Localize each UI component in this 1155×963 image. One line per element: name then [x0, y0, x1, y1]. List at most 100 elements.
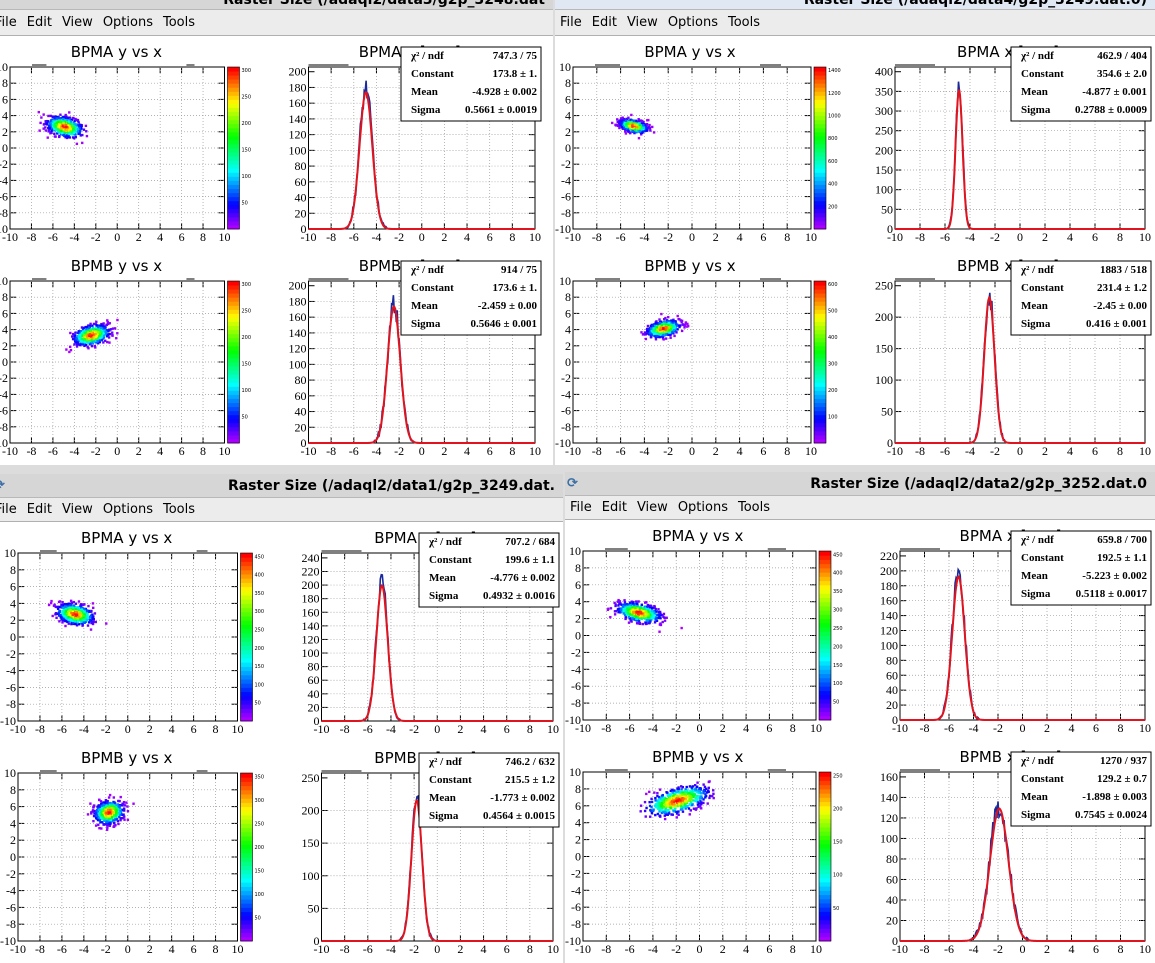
- scatter-point: [653, 621, 657, 624]
- scatter-point: [70, 606, 73, 609]
- menu-file[interactable]: File: [560, 15, 582, 30]
- scatter-point: [80, 620, 83, 623]
- menu-edit[interactable]: Edit: [26, 502, 52, 517]
- scatter-point: [50, 129, 53, 132]
- scatter-point: [626, 122, 629, 125]
- menu-file[interactable]: File: [0, 502, 17, 517]
- scatter-pad[interactable]: BPMB y vs x -10 -8 -6 -4 -2 0 2 4 6 8 10 -10 -8 -6 -4 -2…: [555, 257, 838, 458]
- fit-stats-box[interactable]: χ² / ndf 747.3 / 75 Constant 173.8 ± 1. Mean…: [400, 46, 542, 122]
- color-palette[interactable]: 200 400 600 800 1000 1200 1400: [813, 66, 841, 230]
- menu-bar: File Edit View Options Tools: [0, 498, 563, 522]
- menu-options[interactable]: Options: [667, 15, 718, 30]
- color-palette[interactable]: 50 100 150 200 250 300 350: [240, 772, 265, 942]
- scatter-point: [113, 327, 117, 330]
- menu-options[interactable]: Options: [102, 15, 153, 30]
- stats-label: Mean: [429, 572, 456, 584]
- palette-step: [227, 156, 240, 161]
- palette-step: [240, 683, 253, 688]
- color-palette[interactable]: 50 100 150 200 250 300 350 400 450: [240, 552, 265, 722]
- menu-file[interactable]: File: [0, 15, 17, 30]
- pad-title: BPMB y vs x: [71, 257, 162, 275]
- histogram-pad[interactable]: BPMB x [mm]-10-8-6-4-2024681002040608010…: [289, 257, 542, 458]
- scatter-point: [105, 799, 108, 803]
- histogram-pad[interactable]: BPMA x [mm]-10 -8 -6 -4 -2 0 2 4 6 8 1005010015020…: [875, 43, 1152, 244]
- y-tick-label: 120: [289, 342, 307, 356]
- scatter-pad[interactable]: BPMB y vs x -10 -8 -6 -4 -2 0 2 4 6 8 10 -10 -8 -6 -4 -2…: [0, 257, 251, 458]
- x-tick-label: 2: [147, 942, 153, 956]
- scatter-pad[interactable]: BPMB y vs x -10 -8 -6 -4 -2 0 2 4 6 8 10 -10 -8 -6 -4 -2…: [0, 749, 264, 956]
- menu-file[interactable]: File: [570, 500, 592, 515]
- menu-options[interactable]: Options: [102, 502, 153, 517]
- fit-stats-box[interactable]: χ² / ndf 1883 / 518 Constant 231.4 ± 1.2 Mea…: [1010, 260, 1152, 336]
- scatter-pad[interactable]: BPMA y vs x -10 -8 -6 -4 -2 0 2 4 6 8 10 -10 -8 -6 -4 -2…: [555, 43, 841, 244]
- menu-tools[interactable]: Tools: [162, 502, 196, 517]
- palette-step: [240, 674, 253, 680]
- scatter-point: [648, 127, 652, 130]
- palette-tick-label: 250: [242, 95, 252, 101]
- scatter-point: [110, 819, 114, 823]
- root-canvas[interactable]: BPMA y vs x -10 -8 -6 -4 -2 0 2 4 6 8 10 -10 -8 -6 -4 -2…: [0, 37, 553, 465]
- root-canvas[interactable]: BPMA y vs x -10 -8 -6 -4 -2 0 2 4 6 8 10 -10 -8 -6 -4 -2…: [0, 523, 563, 963]
- window-titlebar[interactable]: ⟳ Raster Size (/adaql2/data4/g2p_3249.da…: [555, 0, 1155, 10]
- color-palette[interactable]: 50 100 150 200 250 300: [227, 66, 252, 230]
- scatter-point: [666, 326, 669, 329]
- palette-step: [227, 87, 240, 92]
- menu-view[interactable]: View: [61, 502, 93, 517]
- menu-view[interactable]: View: [626, 15, 658, 30]
- palette-tick-label: 1400: [828, 68, 841, 74]
- scatter-point: [49, 124, 52, 128]
- palette-step: [227, 438, 240, 444]
- menu-view[interactable]: View: [636, 500, 668, 515]
- menu-options[interactable]: Options: [677, 500, 728, 515]
- menu-tools[interactable]: Tools: [727, 15, 761, 30]
- scatter-point: [664, 337, 668, 340]
- scatter-point: [114, 813, 118, 816]
- scatter-point: [649, 129, 652, 132]
- x-tick-label: 10: [547, 722, 559, 736]
- fit-stats-box[interactable]: χ² / ndf 914 / 75 Constant 173.6 ± 1. Mean -2…: [400, 260, 542, 336]
- color-palette[interactable]: 100 200 300 400 500 600: [813, 280, 838, 444]
- menu-tools[interactable]: Tools: [737, 500, 771, 515]
- scatter-point: [69, 127, 72, 130]
- scatter-point: [85, 334, 89, 337]
- fit-stats-box[interactable]: χ² / ndf 746.2 / 632 Constant 215.5 ± 1.2 Me…: [418, 752, 560, 828]
- scatter-pad[interactable]: BPMA y vs x -10 -8 -6 -4 -2 0 2 4 6 8 10 -10 -8 -6 -4 -2…: [0, 43, 251, 244]
- menu-view[interactable]: View: [61, 15, 93, 30]
- scatter-point: [79, 604, 83, 607]
- histogram-pad[interactable]: BPMA x [mm]-10-8-6-4-2024681002040608010…: [289, 43, 542, 244]
- palette-tick-label: 100: [242, 388, 252, 394]
- histogram-pad[interactable]: BPMA x [mm]-10-8-6-4-2024681002040608010…: [302, 529, 560, 736]
- fit-stats-box[interactable]: χ² / ndf 462.9 / 404 Constant 354.6 ± 2.0 Me…: [1010, 46, 1152, 122]
- palette-step: [227, 119, 240, 125]
- window-titlebar[interactable]: ⟳ Raster Size (/adaql2/data2/g2p_3252.da…: [565, 472, 1155, 496]
- scatter-point: [60, 603, 63, 607]
- root-canvas[interactable]: BPMA y vs x -10 -8 -6 -4 -2 0 2 4 6 8 10 -10 -8 -6 -4 -2…: [565, 521, 1155, 963]
- window-titlebar[interactable]: Raster Size (/adaql2/data3/g2p_3248.dat: [0, 0, 553, 10]
- root-canvas[interactable]: BPMA y vs x -10 -8 -6 -4 -2 0 2 4 6 8 10 -10 -8 -6 -4 -2…: [555, 37, 1155, 465]
- fit-stats-box[interactable]: χ² / ndf 707.2 / 684 Constant 199.6 ± 1.1 Me…: [418, 532, 560, 608]
- color-palette[interactable]: 50 100 150 200 250 300: [227, 280, 252, 444]
- palette-step: [814, 139, 826, 145]
- scatter-point: [118, 805, 121, 808]
- scatter-point: [606, 608, 610, 611]
- scatter-point: [108, 806, 111, 809]
- scatter-point: [81, 616, 84, 620]
- y-tick-label: 0: [2, 141, 8, 155]
- menu-edit[interactable]: Edit: [601, 500, 627, 515]
- menu-tools[interactable]: Tools: [162, 15, 196, 30]
- scatter-point: [59, 120, 62, 124]
- scatter-point: [85, 338, 89, 341]
- palette-step: [240, 716, 253, 722]
- menu-edit[interactable]: Edit: [26, 15, 52, 30]
- scatter-point: [81, 133, 84, 137]
- scatter-pad[interactable]: BPMA y vs x -10 -8 -6 -4 -2 0 2 4 6 8 10 -10 -8 -6 -4 -2…: [565, 527, 843, 735]
- scatter-pad[interactable]: BPMA y vs x -10 -8 -6 -4 -2 0 2 4 6 8 10 -10 -8 -6 -4 -2…: [0, 529, 264, 736]
- window-titlebar[interactable]: ⟳ Raster Size (/adaql2/data1/g2p_3249.da…: [0, 474, 563, 498]
- x-tick-label: 6: [766, 721, 772, 735]
- scatter-cloud: [86, 793, 135, 831]
- palette-step: [814, 337, 826, 343]
- histogram-pad[interactable]: BPMB x [mm]-10-8-6-4-2024681005010015020…: [302, 749, 560, 956]
- scatter-point: [70, 124, 73, 127]
- menu-edit[interactable]: Edit: [591, 15, 617, 30]
